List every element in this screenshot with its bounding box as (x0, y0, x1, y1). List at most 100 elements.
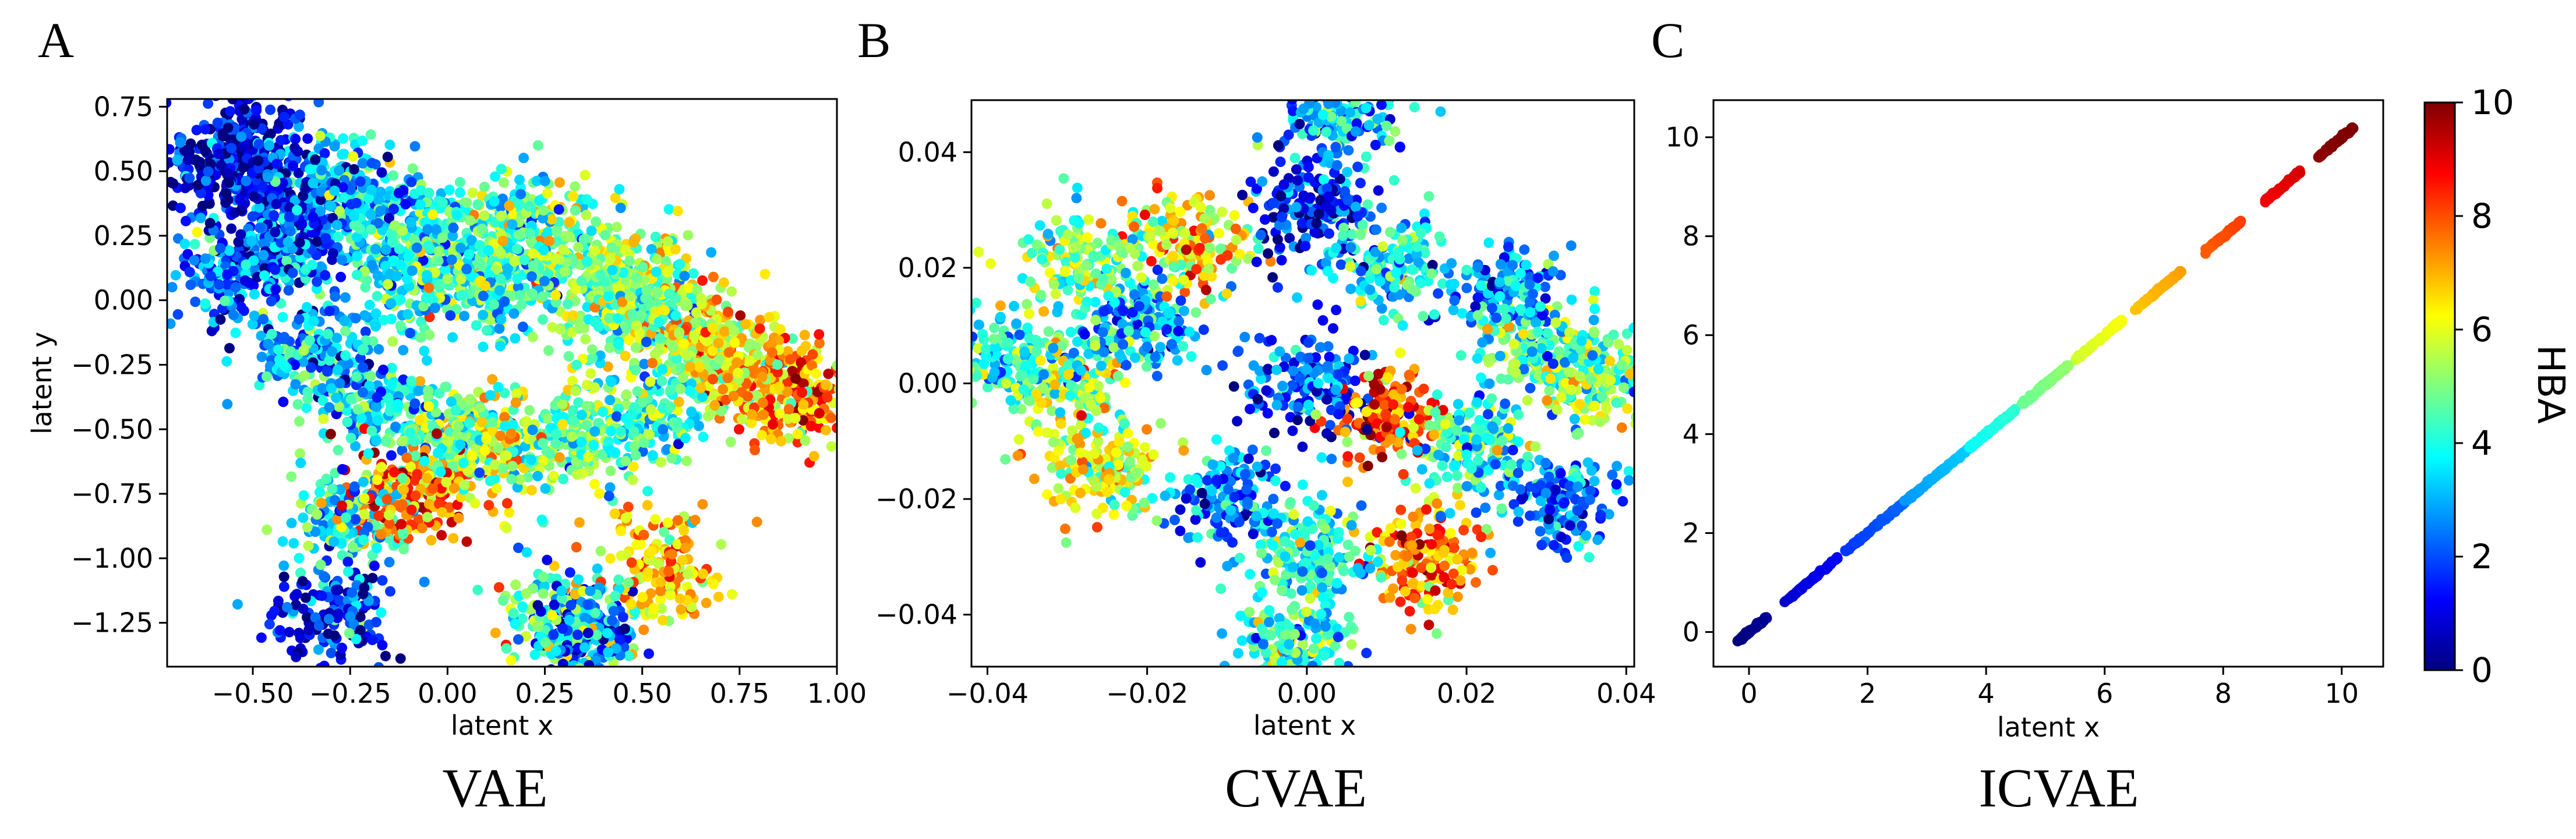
data-point (380, 436, 391, 447)
data-point (227, 99, 238, 105)
data-point (575, 672, 585, 683)
data-point (833, 384, 837, 394)
data-point (832, 423, 837, 434)
data-point (336, 537, 347, 548)
data-point (506, 429, 517, 439)
data-point (268, 210, 280, 221)
data-point (686, 406, 697, 417)
data-point (334, 401, 345, 412)
data-point (370, 617, 381, 628)
data-point (372, 543, 382, 554)
data-point (351, 270, 362, 281)
data-point (1060, 523, 1070, 534)
data-point (688, 268, 699, 279)
data-point (377, 640, 388, 651)
data-point (422, 473, 433, 484)
data-point (509, 256, 520, 267)
data-point (402, 309, 414, 320)
data-point (719, 326, 730, 337)
data-point (662, 267, 673, 278)
data-point (384, 557, 395, 568)
data-point (689, 331, 700, 342)
data-point (614, 634, 626, 645)
data-point (517, 601, 528, 612)
data-point (398, 484, 409, 495)
data-point (718, 384, 729, 395)
data-point (782, 377, 793, 388)
data-point (367, 635, 378, 646)
data-point (538, 245, 549, 256)
data-point (605, 482, 616, 493)
data-point (836, 385, 837, 388)
data-point (298, 345, 309, 356)
data-point (249, 289, 260, 300)
data-point (1048, 362, 1059, 373)
data-point (376, 529, 387, 540)
data-point (680, 542, 691, 553)
data-point (615, 203, 626, 214)
data-point (557, 659, 568, 667)
data-point (224, 343, 235, 354)
data-point (498, 463, 509, 474)
data-point (195, 213, 206, 224)
data-point (528, 260, 539, 271)
data-point (262, 371, 272, 382)
data-point (461, 536, 472, 547)
data-point (221, 356, 232, 367)
data-point (358, 344, 369, 355)
data-point (527, 248, 538, 259)
data-point (472, 585, 483, 596)
data-point (493, 582, 504, 593)
data-point (474, 257, 485, 268)
data-point (626, 410, 637, 421)
data-point (283, 285, 294, 296)
data-point (313, 99, 324, 108)
data-point (466, 235, 477, 246)
data-point (222, 269, 233, 280)
data-point (422, 224, 433, 235)
data-point (310, 99, 315, 100)
data-point (290, 379, 301, 390)
data-point (823, 369, 834, 380)
data-point (372, 270, 383, 281)
data-point (221, 188, 232, 199)
data-point (323, 328, 333, 339)
data-point (512, 273, 523, 284)
data-point (517, 321, 528, 332)
data-point (630, 364, 641, 376)
data-point (423, 401, 434, 412)
data-point (401, 452, 412, 463)
data-point (431, 428, 442, 439)
data-point (454, 187, 465, 198)
data-point (507, 219, 518, 230)
data-point (673, 397, 684, 408)
data-point (638, 437, 649, 448)
data-point (421, 292, 432, 303)
data-point (821, 424, 832, 436)
data-point (445, 310, 456, 321)
data-point (265, 104, 276, 115)
data-point (620, 351, 631, 362)
data-point (726, 589, 737, 600)
data-point (580, 334, 591, 345)
data-point (616, 550, 627, 561)
data-point (347, 587, 358, 598)
data-point (296, 218, 308, 229)
data-point (213, 148, 224, 160)
data-point (728, 391, 739, 402)
data-point (834, 400, 837, 409)
data-point (494, 323, 505, 334)
data-point (526, 454, 537, 465)
data-point (215, 314, 226, 325)
data-point (496, 314, 507, 325)
data-point (479, 445, 490, 456)
data-point (247, 318, 258, 330)
data-point (612, 221, 622, 232)
y-tick-label: −1.00 (71, 543, 153, 574)
data-point (296, 498, 307, 509)
data-point (504, 200, 515, 211)
panel-a: A −0.50 −0.25 0.00 0.25 0.50 0.75 1.00 0.750.5… (26, 12, 867, 819)
data-point (548, 470, 559, 482)
data-point (690, 515, 701, 526)
data-point (487, 417, 497, 428)
